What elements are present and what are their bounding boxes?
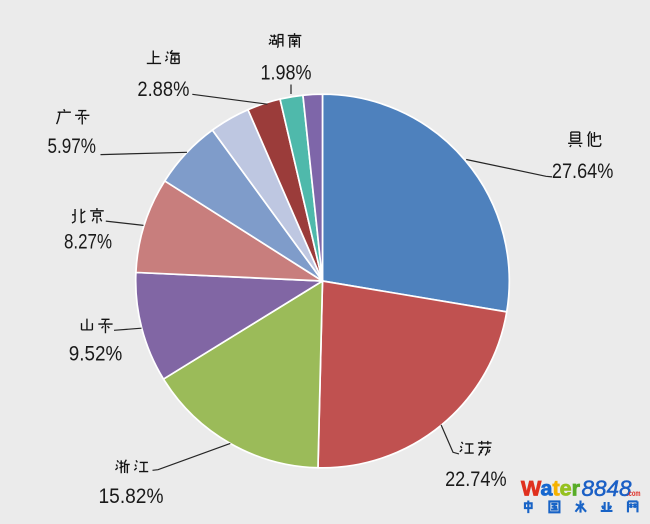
svg-text:27.64%: 27.64% <box>552 160 614 183</box>
svg-text:15.82%: 15.82% <box>99 485 164 508</box>
svg-text:8.27%: 8.27% <box>64 231 112 254</box>
svg-text:5.97%: 5.97% <box>48 135 97 158</box>
svg-text:1.98%: 1.98% <box>261 61 312 84</box>
svg-text:22.74%: 22.74% <box>445 468 507 491</box>
svg-text:9.52%: 9.52% <box>69 342 123 365</box>
svg-text:2.88%: 2.88% <box>137 78 189 101</box>
svg-text:.com: .com <box>627 488 641 498</box>
svg-text:8848: 8848 <box>582 476 633 501</box>
svg-text:Water: Water <box>521 477 581 501</box>
